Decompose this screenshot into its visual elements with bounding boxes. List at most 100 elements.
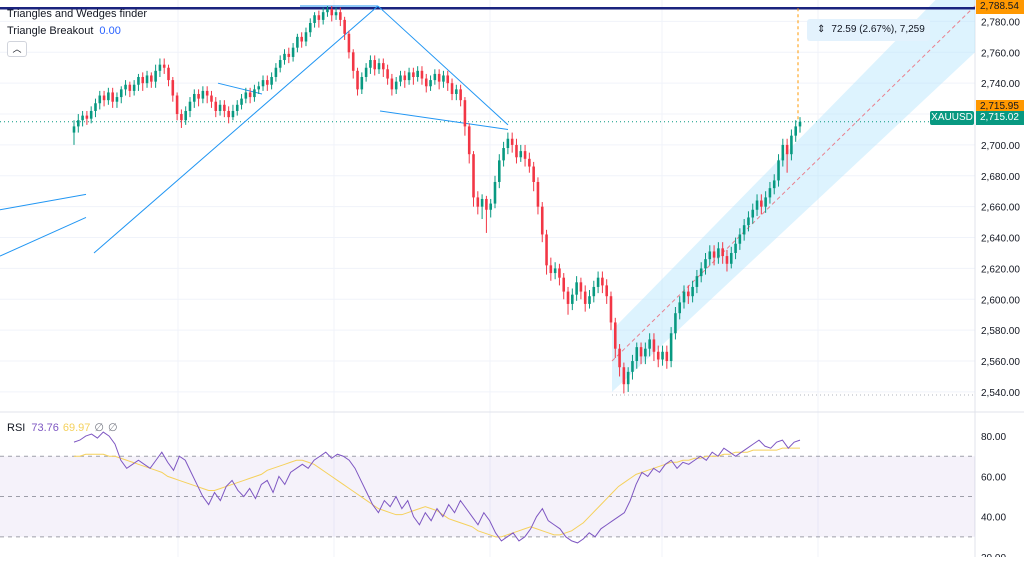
- candle-body: [734, 243, 737, 253]
- candle-body: [364, 67, 368, 78]
- candle-body: [579, 282, 583, 292]
- candle-body: [738, 234, 742, 244]
- candle-body: [248, 92, 252, 98]
- candle-body: [493, 181, 497, 204]
- candle-body: [253, 89, 256, 98]
- price-tag-measure: 2,715.95: [976, 100, 1024, 114]
- candle-body: [575, 282, 578, 295]
- candle-body: [184, 110, 187, 121]
- candle-body: [656, 351, 660, 360]
- candle-body: [790, 135, 793, 155]
- candle-body: [218, 104, 222, 111]
- price-tick-label: 2,560.00: [981, 357, 1020, 368]
- candle-body: [304, 32, 308, 42]
- candle-body: [665, 351, 669, 362]
- price-tick-label: 2,600.00: [981, 295, 1020, 306]
- candle-body: [210, 95, 213, 102]
- candle-body: [145, 75, 149, 84]
- candle-body: [502, 148, 505, 161]
- candle-body: [674, 313, 677, 334]
- candle-body: [747, 217, 750, 226]
- candle-body: [601, 277, 604, 286]
- candle-body: [347, 33, 351, 53]
- candle-body: [596, 277, 600, 287]
- candle-body: [296, 36, 299, 48]
- candle-body: [399, 75, 402, 82]
- candle-body: [639, 347, 643, 357]
- candle-body: [523, 151, 527, 159]
- candle-body: [373, 60, 376, 70]
- candle-body: [386, 69, 389, 79]
- candle-body: [519, 151, 523, 158]
- candle-body: [721, 248, 724, 257]
- price-tick-label: 2,740.00: [981, 79, 1020, 90]
- candle-body: [420, 70, 424, 79]
- candle-body: [609, 296, 613, 323]
- candle-body: [476, 197, 480, 207]
- candle-body: [351, 52, 355, 71]
- candle-body: [77, 120, 80, 127]
- candle-body: [72, 126, 76, 133]
- price-tick-label: 2,660.00: [981, 203, 1020, 214]
- candle-body: [240, 98, 243, 105]
- candle-body: [712, 251, 716, 258]
- price-tick-label: 2,640.00: [981, 234, 1020, 245]
- rsi-ma-line: [74, 447, 800, 538]
- candle-body: [682, 291, 686, 303]
- rsi-tick-label: 20.00: [981, 553, 1006, 557]
- candle-body: [137, 77, 140, 85]
- candle-body: [553, 268, 557, 274]
- candle-body: [489, 203, 492, 210]
- candle-body: [94, 103, 97, 111]
- candle-body: [704, 259, 707, 269]
- candle-body: [188, 101, 192, 111]
- candle-body: [308, 22, 312, 33]
- candle-body: [785, 144, 789, 155]
- price-tick-label: 2,580.00: [981, 326, 1020, 337]
- candle-body: [725, 256, 729, 264]
- candle-body: [369, 60, 372, 68]
- candle-body: [128, 84, 132, 91]
- candle-body: [98, 95, 102, 104]
- symbol-tag: XAUUSD: [930, 111, 974, 125]
- rsi-legend[interactable]: RSI 73.76 69.97 ∅ ∅: [7, 421, 118, 434]
- candle-body: [154, 70, 157, 82]
- candle-body: [278, 60, 282, 68]
- rsi-tick-label: 40.00: [981, 513, 1006, 524]
- rsi-sym-2: ∅: [108, 422, 118, 434]
- candle-body: [592, 286, 596, 297]
- price-tag-last: 2,715.02: [976, 111, 1024, 125]
- candle-body: [764, 197, 767, 207]
- regression-channel: [612, 0, 975, 392]
- indicator-name[interactable]: Triangles and Wedges finder: [7, 8, 148, 20]
- channel-midline: [611, 5, 976, 362]
- collapse-button[interactable]: ︿: [7, 41, 27, 57]
- candle-body: [549, 265, 553, 274]
- candle-body: [571, 294, 574, 304]
- candle-body: [437, 73, 441, 82]
- candle-body: [119, 89, 123, 98]
- candle-body: [266, 80, 269, 85]
- candle-body: [708, 251, 712, 260]
- candle-body: [605, 285, 608, 297]
- indicator-sub-row[interactable]: Triangle Breakout 0.00: [7, 25, 121, 37]
- measure-icon: ⇕: [817, 24, 826, 35]
- candle-body: [261, 80, 265, 87]
- rsi-ma-value: 69.97: [62, 422, 91, 434]
- candle-body: [687, 291, 690, 297]
- candle-body: [167, 67, 170, 81]
- candle-body: [115, 97, 119, 102]
- price-tick-label: 2,700.00: [981, 141, 1020, 152]
- candle-body: [235, 104, 239, 111]
- candle-body: [433, 73, 437, 81]
- candle-body: [124, 84, 127, 90]
- trendline: [93, 5, 379, 254]
- candle-body: [515, 144, 518, 158]
- candle-body: [798, 121, 802, 127]
- chevron-up-icon: ︿: [12, 44, 22, 54]
- candle-body: [463, 100, 467, 127]
- candle-body: [330, 9, 334, 16]
- candle-body: [794, 126, 797, 136]
